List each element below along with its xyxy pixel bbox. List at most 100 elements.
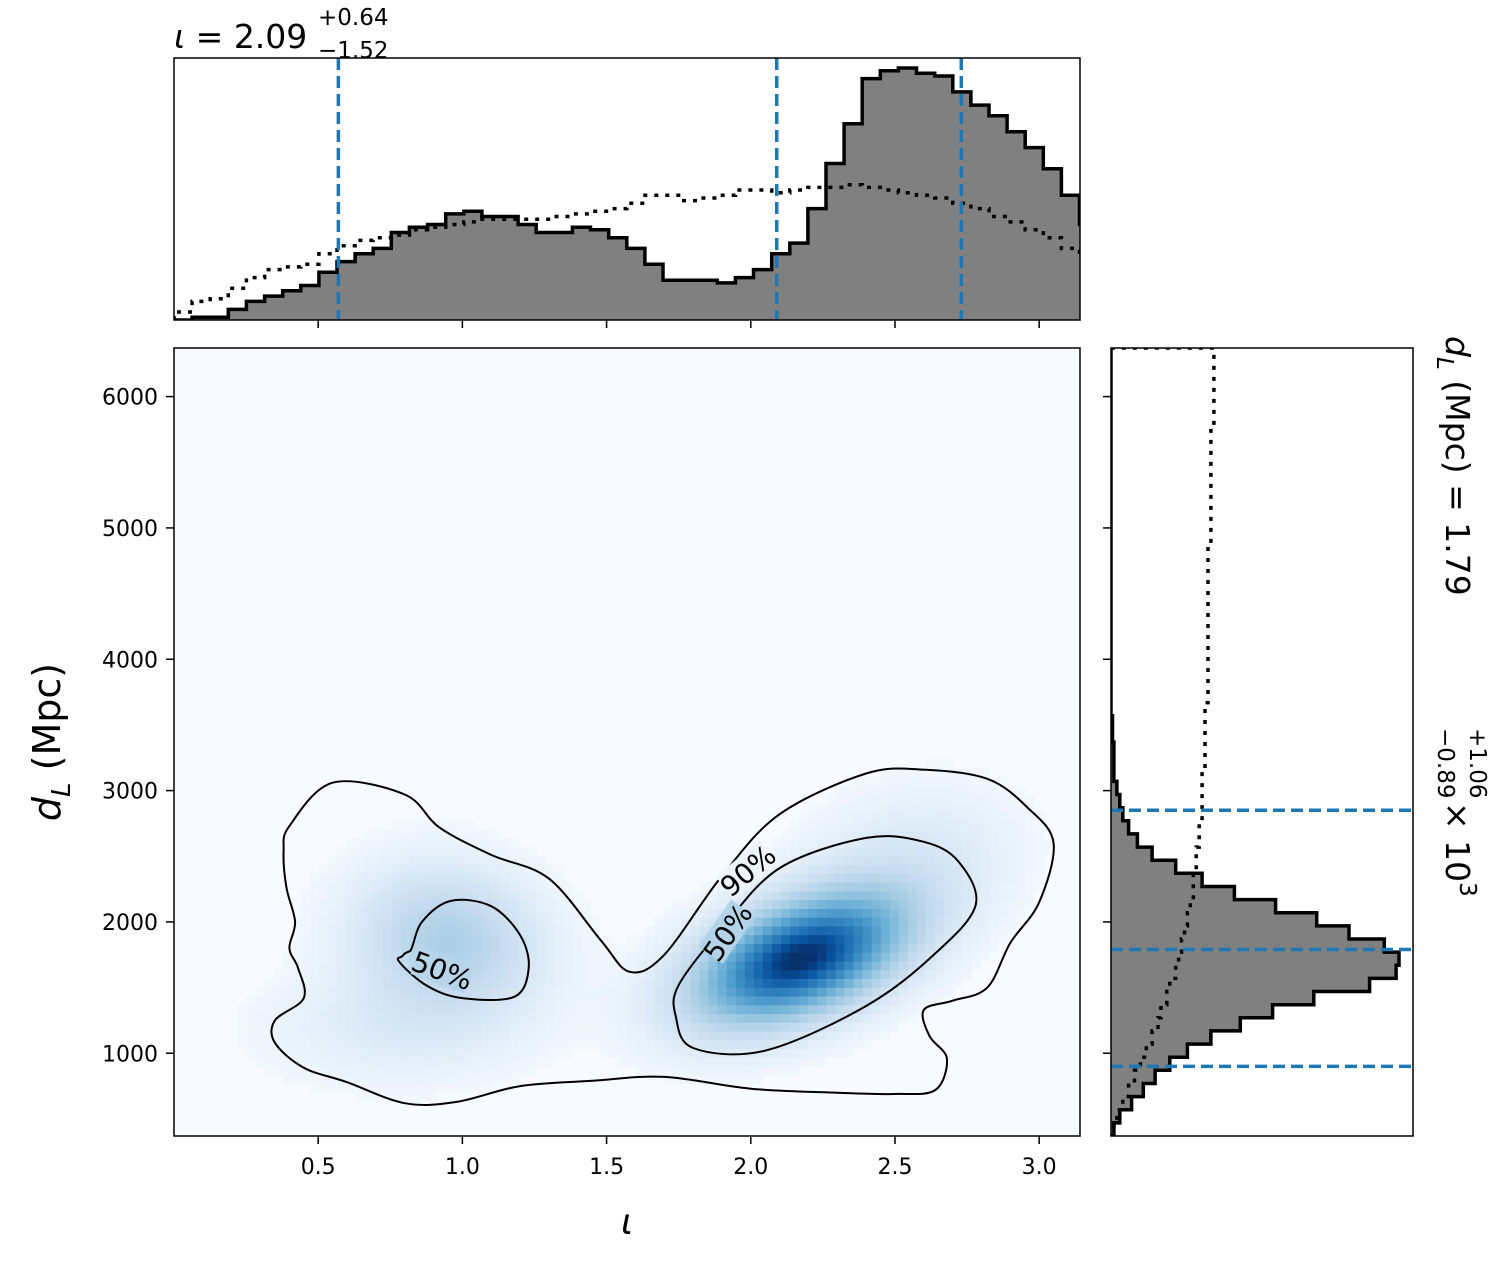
density-cell bbox=[518, 1013, 528, 1023]
density-cell bbox=[980, 812, 990, 822]
density-cell bbox=[599, 960, 610, 971]
density-cell bbox=[753, 943, 764, 953]
density-cell bbox=[916, 952, 927, 962]
density-cell bbox=[590, 969, 601, 979]
density-cell bbox=[663, 1030, 673, 1041]
density-cell bbox=[998, 812, 1009, 822]
x-tick-label: 0.5 bbox=[301, 1155, 336, 1180]
density-cell bbox=[346, 1065, 356, 1076]
density-cell bbox=[364, 978, 374, 988]
density-cell bbox=[255, 1013, 266, 1023]
density-cell bbox=[962, 812, 972, 822]
joint-panel-ticks: 0.5 1.0 1.5 2.0 2.5 3.01000200030004000500060… bbox=[102, 386, 1057, 1180]
density-cell bbox=[672, 969, 682, 979]
density-cell bbox=[753, 1057, 764, 1067]
density-cell bbox=[500, 969, 510, 979]
density-cell bbox=[300, 1022, 311, 1032]
density-cell bbox=[971, 777, 981, 787]
density-cell bbox=[771, 908, 782, 918]
density-cell bbox=[808, 960, 818, 971]
density-cell bbox=[645, 1065, 655, 1076]
density-cell bbox=[527, 1013, 537, 1023]
density-cell bbox=[518, 873, 528, 883]
density-cell bbox=[871, 987, 882, 997]
density-cell bbox=[925, 890, 936, 901]
density-cell bbox=[835, 855, 846, 866]
density-cell bbox=[608, 1022, 619, 1032]
density-cell bbox=[844, 838, 855, 848]
density-cell bbox=[844, 908, 855, 918]
density-cell bbox=[790, 873, 800, 883]
density-cell bbox=[944, 777, 954, 787]
density-cell bbox=[554, 1022, 565, 1032]
density-cell bbox=[617, 943, 628, 953]
density-cell bbox=[318, 1074, 329, 1085]
density-cell bbox=[735, 1004, 746, 1015]
density-cell bbox=[980, 934, 990, 944]
density-cell bbox=[527, 882, 537, 892]
density-cell bbox=[309, 952, 320, 962]
density-cell bbox=[871, 899, 882, 909]
density-cell bbox=[980, 829, 990, 839]
density-cell bbox=[355, 934, 365, 944]
density-cell bbox=[418, 899, 429, 909]
density-cell bbox=[817, 960, 827, 971]
density-cell bbox=[889, 864, 900, 874]
density-cell bbox=[753, 925, 764, 936]
density-cell bbox=[799, 1030, 809, 1041]
dl-posterior-step bbox=[1111, 348, 1401, 1136]
density-cell bbox=[654, 925, 664, 936]
density-cell bbox=[708, 1039, 719, 1050]
density-cell bbox=[454, 829, 465, 839]
density-cell bbox=[799, 995, 809, 1006]
density-cell bbox=[690, 978, 701, 988]
density-cell bbox=[935, 847, 945, 857]
density-cell bbox=[708, 1013, 719, 1023]
density-cell bbox=[989, 855, 1000, 866]
density-cell bbox=[545, 1057, 556, 1067]
density-cell bbox=[1016, 847, 1027, 857]
density-cell bbox=[346, 934, 356, 944]
density-cell bbox=[418, 1065, 429, 1076]
density-cell bbox=[781, 864, 791, 874]
density-cell bbox=[509, 1065, 519, 1076]
density-cell bbox=[826, 812, 836, 822]
density-cell bbox=[318, 952, 329, 962]
density-cell bbox=[636, 995, 646, 1006]
density-cell bbox=[273, 978, 284, 988]
density-cell bbox=[563, 987, 574, 997]
density-cell bbox=[364, 960, 374, 971]
density-cell bbox=[690, 1057, 701, 1067]
density-cell bbox=[509, 1022, 519, 1032]
density-cell bbox=[916, 794, 927, 804]
density-cell bbox=[844, 978, 855, 988]
density-cell bbox=[599, 1030, 610, 1041]
density-cell bbox=[1025, 820, 1036, 831]
density-cell bbox=[382, 873, 393, 883]
density-cell bbox=[518, 987, 528, 997]
density-cell bbox=[808, 952, 818, 962]
x-tick-label: 1.0 bbox=[445, 1155, 480, 1180]
density-cell bbox=[817, 838, 827, 848]
density-cell bbox=[554, 917, 565, 927]
density-cell bbox=[509, 934, 519, 944]
density-cell bbox=[925, 785, 936, 796]
density-cell bbox=[454, 917, 465, 927]
density-cell bbox=[645, 995, 655, 1006]
density-cell bbox=[925, 829, 936, 839]
density-cell bbox=[844, 1048, 855, 1058]
density-cell bbox=[400, 1048, 411, 1058]
density-cell bbox=[690, 890, 701, 901]
density-cell bbox=[472, 1030, 483, 1041]
density-cell bbox=[826, 838, 836, 848]
density-cell bbox=[853, 952, 864, 962]
density-cell bbox=[916, 882, 927, 892]
density-cell bbox=[427, 943, 438, 953]
density-cell bbox=[925, 899, 936, 909]
density-cell bbox=[472, 882, 483, 892]
density-cell bbox=[282, 969, 293, 979]
density-cell bbox=[373, 1057, 383, 1067]
density-cell bbox=[309, 969, 320, 979]
density-cell bbox=[681, 1030, 692, 1041]
density-cell bbox=[482, 838, 492, 848]
